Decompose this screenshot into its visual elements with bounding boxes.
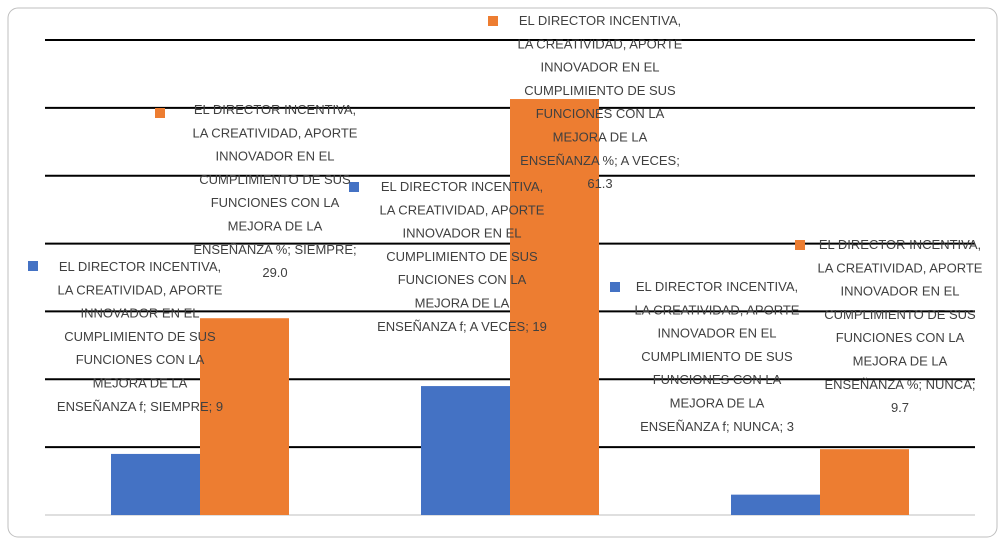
data-label-line: FUNCIONES CON LA <box>76 353 205 368</box>
data-label-line: ENSEÑANZA f; NUNCA; 3 <box>640 419 794 434</box>
data-label-line: LA CREATIVIDAD, APORTE <box>518 37 683 52</box>
data-label: EL DIRECTOR INCENTIVA, LA CREATIVIDAD, AP… <box>57 259 223 414</box>
data-label-line: MEJORA DE LA <box>228 219 323 234</box>
data-label-line: ENSEÑANZA %; A VECES; <box>520 153 680 168</box>
bar <box>111 453 200 515</box>
data-label-line: INNOVADOR EN EL <box>403 226 522 241</box>
data-label-line: MEJORA DE LA <box>853 354 948 369</box>
data-label-line: 61.3 <box>587 177 612 192</box>
data-label-line: ENSEÑANZA f; A VECES; 19 <box>377 319 547 334</box>
data-label-line: CUMPLIMIENTO DE SUS <box>64 329 216 344</box>
legend-key <box>795 240 805 250</box>
data-label-line: MEJORA DE LA <box>415 296 510 311</box>
data-label-line: CUMPLIMIENTO DE SUS <box>199 172 351 187</box>
bars <box>111 99 909 516</box>
bar <box>510 99 599 516</box>
data-label-line: FUNCIONES CON LA <box>536 107 665 122</box>
data-label-line: EL DIRECTOR INCENTIVA, <box>519 13 681 28</box>
data-label: EL DIRECTOR INCENTIVA, LA CREATIVIDAD, AP… <box>193 102 358 280</box>
legend-key <box>155 108 165 118</box>
legend-key <box>28 261 38 271</box>
data-label-line: LA CREATIVIDAD, APORTE <box>380 203 545 218</box>
data-label-line: MEJORA DE LA <box>670 396 765 411</box>
data-label-line: CUMPLIMIENTO DE SUS <box>641 349 793 364</box>
data-label-line: INNOVADOR EN EL <box>841 284 960 299</box>
data-label: EL DIRECTOR INCENTIVA, LA CREATIVIDAD, AP… <box>635 279 800 434</box>
data-label-line: INNOVADOR EN EL <box>216 149 335 164</box>
data-label-line: LA CREATIVIDAD, APORTE <box>193 126 358 141</box>
data-label-line: CUMPLIMIENTO DE SUS <box>386 249 538 264</box>
data-label-line: ENSEÑANZA %; SIEMPRE; <box>193 242 356 257</box>
data-label-line: ENSEÑANZA f; SIEMPRE; 9 <box>57 399 223 414</box>
data-label-line: INNOVADOR EN EL <box>658 326 777 341</box>
data-label-line: MEJORA DE LA <box>93 376 188 391</box>
data-label-line: ENSEÑANZA %; NUNCA; <box>825 377 976 392</box>
data-label-line: INNOVADOR EN EL <box>81 306 200 321</box>
bar <box>200 318 289 515</box>
data-label-line: LA CREATIVIDAD, APORTE <box>635 303 800 318</box>
data-label: EL DIRECTOR INCENTIVA, LA CREATIVIDAD, AP… <box>518 13 683 191</box>
data-label-line: EL DIRECTOR INCENTIVA, <box>194 102 356 117</box>
data-label-line: 9.7 <box>891 401 909 416</box>
data-label-line: FUNCIONES CON LA <box>653 373 782 388</box>
bar <box>820 449 909 515</box>
legend-key <box>610 282 620 292</box>
data-label-line: EL DIRECTOR INCENTIVA, <box>59 259 221 274</box>
data-label-line: LA CREATIVIDAD, APORTE <box>58 283 223 298</box>
data-label-line: CUMPLIMIENTO DE SUS <box>524 83 676 98</box>
data-label-line: MEJORA DE LA <box>553 130 648 145</box>
data-label-line: FUNCIONES CON LA <box>836 331 965 346</box>
data-label: EL DIRECTOR INCENTIVA, LA CREATIVIDAD, AP… <box>818 237 983 415</box>
data-label-line: 29.0 <box>262 266 287 281</box>
legend-key <box>488 16 498 26</box>
data-label-line: LA CREATIVIDAD, APORTE <box>818 261 983 276</box>
bar <box>731 494 820 515</box>
data-label-line: CUMPLIMIENTO DE SUS <box>824 307 976 322</box>
data-label-line: EL DIRECTOR INCENTIVA, <box>381 179 543 194</box>
legend-key <box>349 182 359 192</box>
data-label-line: EL DIRECTOR INCENTIVA, <box>819 237 981 252</box>
data-label: EL DIRECTOR INCENTIVA, LA CREATIVIDAD, AP… <box>377 179 547 334</box>
data-label-line: INNOVADOR EN EL <box>541 60 660 75</box>
labels: EL DIRECTOR INCENTIVA, LA CREATIVIDAD, AP… <box>28 13 983 434</box>
bar <box>421 386 510 515</box>
data-label-line: FUNCIONES CON LA <box>398 273 527 288</box>
data-label-line: EL DIRECTOR INCENTIVA, <box>636 279 798 294</box>
data-label-line: FUNCIONES CON LA <box>211 196 340 211</box>
